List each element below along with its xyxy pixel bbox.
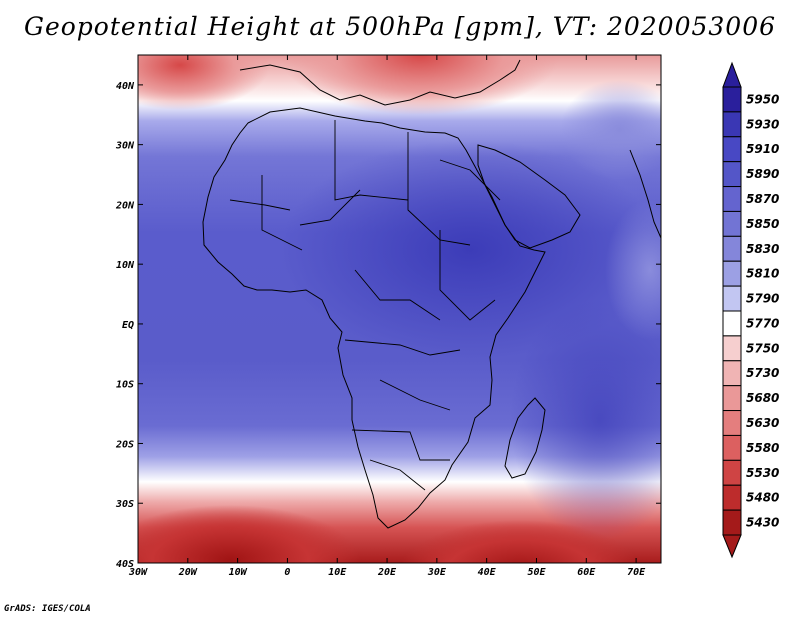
colorbar-label: 5770: [746, 316, 779, 330]
colorbar: 5950 5930 5910 5890 5870 5850 5830 5810 5790 5770…: [722, 61, 779, 559]
colorbar-swatch: [722, 285, 742, 312]
colorbar-swatch: [722, 210, 742, 237]
colorbar-label: 5730: [746, 366, 779, 380]
coastlines: [202, 59, 661, 529]
madagascar-outline: [504, 397, 546, 479]
colorbar-swatch: [722, 235, 742, 262]
lon-tick-label: 60E: [577, 567, 596, 578]
lat-tick-label: EQ: [122, 320, 134, 331]
colorbar-label: 5580: [746, 441, 779, 455]
colorbar-label: 5430: [746, 516, 779, 530]
colorbar-swatch: [722, 86, 742, 113]
colorbar-label: 5930: [746, 117, 779, 131]
map-frame: [137, 54, 662, 564]
lon-tick-label: 10W: [229, 567, 248, 578]
border-line: [379, 379, 451, 411]
border-line: [261, 175, 303, 251]
height-field: [138, 55, 661, 563]
colorbar-label: 5850: [746, 217, 779, 231]
colorbar-label: 5810: [746, 267, 779, 281]
colorbar-label: 5680: [746, 391, 779, 405]
border-line: [299, 189, 361, 226]
colorbar-swatch: [722, 186, 742, 212]
colorbar-swatch: [722, 136, 742, 163]
lon-tick-label: 30W: [128, 567, 148, 578]
arabia-coastline: [477, 144, 581, 249]
lon-tick-label: 0: [284, 567, 290, 578]
colorbar-swatch: [722, 484, 742, 511]
lon-tick-label: 20W: [178, 567, 198, 578]
border-line: [344, 339, 461, 356]
colorbar-label: 5750: [746, 341, 779, 355]
colorbar-swatch: [722, 410, 742, 436]
lat-tick-label: 40N: [116, 81, 135, 92]
colorbar-label: 5870: [746, 192, 779, 206]
colorbar-label: 5630: [746, 416, 779, 430]
colorbar-label: 5910: [746, 142, 779, 156]
colorbar-label: 5890: [746, 167, 779, 181]
lon-tick-label: 40E: [478, 567, 497, 578]
colorbar-swatch: [722, 509, 742, 536]
lat-tick-label: 20N: [115, 200, 135, 211]
country-borders: [229, 120, 501, 491]
colorbar-label: 5530: [746, 466, 779, 480]
colorbar-swatch: [722, 360, 742, 387]
africa-coastline: [202, 107, 546, 529]
border-line: [439, 159, 501, 201]
lat-tick-label: 10S: [116, 380, 134, 391]
colorbar-swatch: [722, 459, 742, 486]
lat-tick-label: 20S: [115, 439, 134, 450]
lat-tick-label: 30S: [115, 499, 134, 510]
lon-tick-label: 50E: [527, 567, 546, 578]
colorbar-label: 5950: [746, 92, 779, 106]
border-line: [369, 459, 426, 491]
colorbar-swatch: [722, 310, 742, 337]
lon-tick-label: 30E: [427, 567, 447, 578]
border-line: [354, 269, 441, 321]
colorbar-bottom-arrow: [722, 534, 742, 559]
lon-tick-label: 10E: [328, 567, 347, 578]
colorbar-label: 5830: [746, 242, 779, 256]
colorbar-swatch: [722, 111, 742, 138]
colorbar-label: 5790: [746, 292, 779, 306]
lon-tick-label: 20E: [377, 567, 397, 578]
border-line: [229, 199, 291, 211]
lon-tick-label: 70E: [627, 567, 646, 578]
colorbar-swatch: [722, 260, 742, 287]
colorbar-swatch: [722, 161, 742, 188]
credit-text: GrADS: IGES/COLA: [4, 604, 91, 614]
colorbar-swatch: [722, 385, 742, 412]
chart-title: Geopotential Height at 500hPa [gpm], VT:…: [23, 12, 777, 41]
lat-tick-label: 30N: [115, 141, 135, 152]
axis-ticks: 30W 20W 10W 0 10E 20E 30E 40E 50E 60E 70E 40S 30S 20S…: [115, 55, 661, 578]
colorbar-swatch: [722, 335, 742, 362]
border-line: [334, 120, 409, 201]
europe-coastline: [239, 59, 521, 106]
border-line: [351, 429, 450, 461]
border-line: [407, 132, 471, 246]
india-coastline: [629, 149, 661, 239]
border-line: [439, 230, 496, 321]
colorbar-swatch: [722, 434, 742, 461]
colorbar-label: 5480: [746, 491, 779, 505]
colorbar-top-arrow: [722, 61, 742, 88]
lat-tick-label: 40S: [116, 559, 134, 570]
lat-tick-label: 10N: [116, 260, 135, 271]
